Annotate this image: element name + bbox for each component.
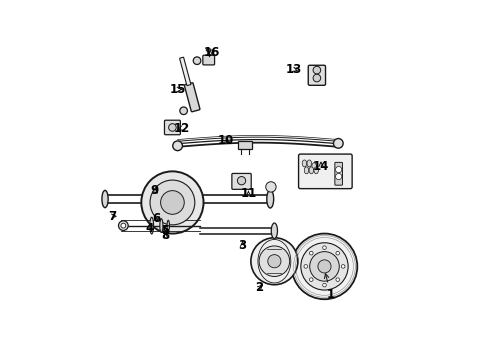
Circle shape [259,246,290,276]
Ellipse shape [160,219,163,233]
FancyBboxPatch shape [184,83,200,112]
Text: 14: 14 [313,160,329,173]
Circle shape [119,221,128,230]
Circle shape [342,265,345,268]
Ellipse shape [102,190,108,208]
Text: 12: 12 [174,122,190,135]
Circle shape [121,223,126,228]
Ellipse shape [304,167,309,174]
Circle shape [169,124,176,131]
Ellipse shape [307,160,312,167]
Circle shape [304,265,308,268]
Text: 10: 10 [218,134,234,147]
Circle shape [150,180,195,225]
Circle shape [318,260,331,273]
Circle shape [336,251,340,255]
Circle shape [237,176,245,185]
Text: 6: 6 [153,212,161,225]
Ellipse shape [314,167,319,174]
Circle shape [180,107,187,114]
Ellipse shape [312,163,317,170]
Text: 8: 8 [161,229,170,242]
Text: 13: 13 [285,63,301,76]
FancyBboxPatch shape [232,174,251,189]
Text: 16: 16 [204,46,221,59]
Circle shape [323,246,326,249]
FancyBboxPatch shape [203,55,215,65]
Text: 7: 7 [108,210,116,223]
Circle shape [313,66,320,74]
Circle shape [336,278,340,282]
Ellipse shape [309,167,314,174]
Ellipse shape [271,223,277,239]
Circle shape [336,174,342,180]
Circle shape [173,141,182,150]
Text: 2: 2 [255,281,264,294]
Circle shape [323,283,326,287]
Circle shape [193,57,201,64]
Ellipse shape [167,220,170,231]
Text: 15: 15 [170,83,186,96]
Circle shape [336,167,342,173]
FancyBboxPatch shape [335,162,343,185]
Text: 5: 5 [161,224,170,237]
Circle shape [266,182,276,192]
Circle shape [334,139,343,148]
Ellipse shape [302,160,307,167]
Text: 1: 1 [324,274,335,301]
Circle shape [310,278,313,282]
Circle shape [292,234,357,299]
Ellipse shape [150,217,153,234]
Ellipse shape [267,190,274,208]
FancyBboxPatch shape [308,65,325,85]
Circle shape [310,252,339,281]
Bar [238,141,252,149]
Circle shape [268,255,281,268]
Text: 4: 4 [146,222,154,235]
FancyBboxPatch shape [298,154,352,189]
Text: 11: 11 [240,187,257,200]
Ellipse shape [206,49,211,51]
FancyBboxPatch shape [165,120,180,135]
Text: 9: 9 [150,184,159,197]
Circle shape [313,74,320,82]
Circle shape [301,243,348,290]
Circle shape [161,191,184,214]
Text: 3: 3 [239,239,246,252]
FancyBboxPatch shape [180,57,191,86]
Circle shape [141,171,203,234]
Circle shape [251,238,298,285]
Circle shape [310,251,313,255]
